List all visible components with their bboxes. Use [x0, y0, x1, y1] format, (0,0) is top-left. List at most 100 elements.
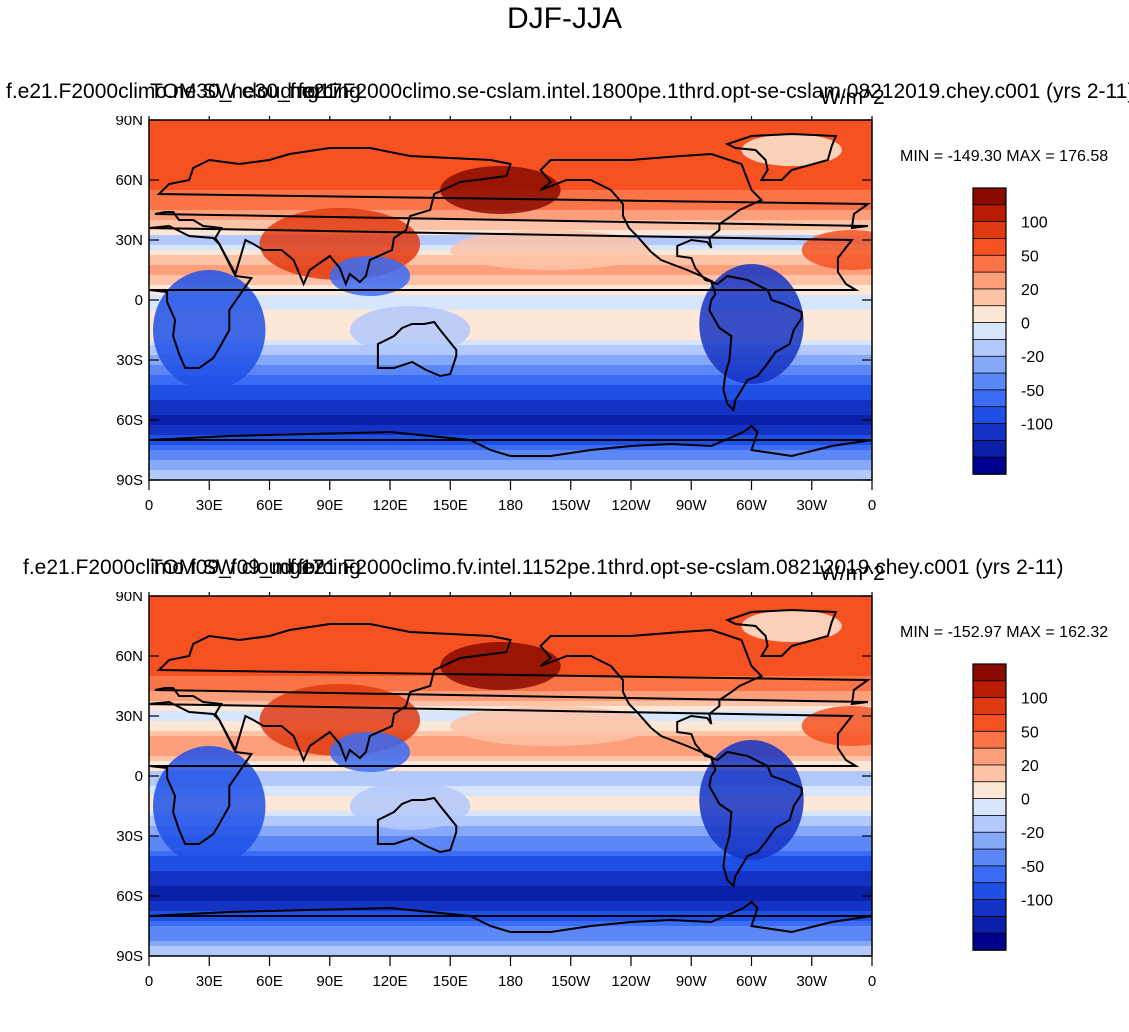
field-band: [149, 611, 872, 617]
colorbar-swatch: [972, 322, 1007, 341]
coastline-antarctica: [149, 900, 872, 934]
colorbar-label: -50: [1021, 383, 1044, 400]
field-anomaly: [699, 740, 804, 860]
map-panel-2: f.e21.F2000climo.f09_f09_mg17 TOM SW clo…: [0, 556, 1129, 1032]
field-band: [149, 145, 872, 151]
field-band: [149, 340, 872, 346]
coastline-europe-asia: [154, 623, 872, 763]
field-band: [149, 841, 872, 847]
field-layer: [149, 596, 872, 956]
x-tick-label: 60W: [736, 497, 768, 514]
colorbar-swatch: [972, 882, 1007, 901]
field-band: [149, 435, 872, 441]
field-anomaly: [440, 642, 561, 690]
y-tick-label: 30S: [116, 352, 143, 369]
colorbar-label: -20: [1021, 825, 1044, 842]
field-band: [149, 135, 872, 141]
field-band: [149, 766, 872, 772]
x-tick-label: 0: [145, 497, 153, 514]
field-band: [149, 160, 872, 166]
figure-title: DJF-JJA: [507, 2, 622, 35]
x-tick-label: 30W: [796, 497, 828, 514]
field-band: [149, 911, 872, 917]
colorbar-label: 20: [1021, 758, 1039, 775]
field-band: [149, 440, 872, 446]
y-tick-label: 60S: [116, 412, 143, 429]
field-band: [149, 836, 872, 842]
x-tick-label: 60E: [256, 973, 283, 990]
field-band: [149, 470, 872, 476]
colorbar-label: 0: [1021, 316, 1030, 333]
field-band: [149, 606, 872, 612]
coastline-north-america: [539, 152, 764, 283]
field-band: [149, 330, 872, 336]
field-band: [149, 345, 872, 351]
colorbar-swatch: [972, 254, 1007, 273]
x-tick-label: 30W: [796, 973, 828, 990]
field-band: [149, 355, 872, 361]
colorbar-swatch: [972, 899, 1007, 918]
field-band: [149, 636, 872, 642]
field-anomaly: [329, 732, 411, 772]
field-band: [149, 220, 872, 226]
field-band: [149, 876, 872, 882]
y-tick-label: 30N: [115, 708, 143, 725]
x-tick-label: 150W: [551, 973, 591, 990]
field-band: [149, 405, 872, 411]
y-tick-label: 90N: [115, 116, 143, 129]
field-band: [149, 310, 872, 316]
colorbar-label: -50: [1021, 859, 1044, 876]
colorbar-swatch: [972, 238, 1007, 257]
y-tick-label: 0: [135, 768, 143, 785]
field-band: [149, 350, 872, 356]
y-tick-label: 90N: [115, 592, 143, 605]
x-tick-label: 120W: [611, 497, 651, 514]
field-band: [149, 155, 872, 161]
field-band: [149, 445, 872, 451]
field-band: [149, 631, 872, 637]
field-band: [149, 315, 872, 321]
colorbar-swatch: [972, 714, 1007, 733]
coastline-greenland: [724, 132, 838, 181]
field-band: [149, 621, 872, 627]
field-band: [149, 751, 872, 757]
field-band: [149, 475, 872, 480]
field-anomaly: [153, 746, 266, 866]
field-band: [149, 320, 872, 326]
field-band: [149, 150, 872, 156]
case-name-label: f.e21.F2000climo.f09_f09_mg17: [23, 556, 325, 579]
colorbar-swatch: [972, 339, 1007, 358]
field-band: [149, 951, 872, 956]
field-band: [149, 926, 872, 932]
x-tick-label: 0: [868, 973, 876, 990]
model-name-label: f.e21.F2000climo.fv.intel.1152pe.1thrd.o…: [290, 556, 1064, 579]
field-anomaly: [801, 706, 872, 746]
field-band: [149, 881, 872, 887]
field-band: [149, 450, 872, 456]
field-band: [149, 831, 872, 837]
colorbar-swatch: [972, 747, 1007, 766]
field-band: [149, 806, 872, 812]
field-band: [149, 696, 872, 702]
field-band: [149, 761, 872, 767]
minmax-label: MIN = -152.97 MAX = 162.32: [900, 624, 1109, 641]
x-tick-label: 90E: [316, 973, 343, 990]
coastline-europe-asia: [154, 147, 872, 287]
field-band: [149, 130, 872, 136]
field-band: [149, 756, 872, 762]
field-band: [149, 425, 872, 431]
field-band: [149, 826, 872, 832]
x-tick-label: 150E: [433, 497, 468, 514]
field-anomaly: [440, 166, 561, 214]
field-band: [149, 906, 872, 912]
field-band: [149, 921, 872, 927]
field-band: [149, 746, 872, 752]
field-band: [149, 691, 872, 697]
field-band: [149, 801, 872, 807]
field-band: [149, 821, 872, 827]
colorbar-label: 50: [1021, 724, 1039, 741]
field-band: [149, 385, 872, 391]
units-label: W/m^2: [820, 562, 885, 585]
